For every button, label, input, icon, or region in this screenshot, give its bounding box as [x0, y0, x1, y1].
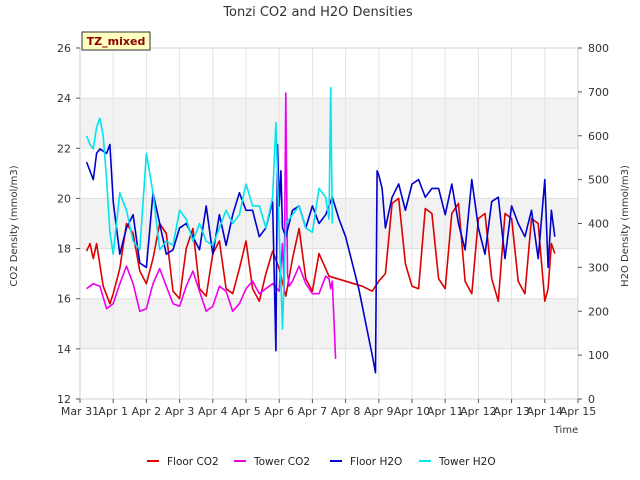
y-right-tick-label-3: 300	[588, 261, 609, 274]
y-right-tick-label-7: 700	[588, 86, 609, 99]
y-right-axis-label: H2O Density (mmol/m3)	[620, 165, 631, 287]
series-line-floor-co2	[85, 197, 556, 305]
x-tick-label-6: Apr 6	[264, 405, 294, 418]
y-right-tick-label-5: 500	[588, 174, 609, 187]
x-tick-label-5: Apr 5	[231, 405, 261, 418]
legend-item-tower-co2: Tower CO2	[234, 456, 310, 468]
y-left-tick-label-4: 20	[57, 192, 71, 205]
x-axis-label: Time	[553, 425, 578, 436]
band-2	[80, 98, 578, 149]
site-badge-box	[81, 31, 151, 51]
x-tick-label-1: Apr 1	[98, 405, 128, 418]
series-line-tower-co2	[86, 92, 337, 359]
series-line-floor-h2o	[85, 143, 556, 374]
site-badge: TZ_mixed	[81, 31, 151, 51]
x-tick-label-0: Mar 31	[61, 405, 99, 418]
legend-label: Tower H2O	[438, 456, 496, 468]
y-left-tick-label-7: 26	[57, 42, 71, 55]
x-tick-label-14: Apr 14	[527, 405, 564, 418]
legend-label: Floor CO2	[167, 456, 219, 468]
y-left-tick-label-3: 18	[57, 243, 71, 256]
y-left-axis-ticks: 12 14 16 18 20 22 24 26	[57, 42, 80, 406]
y-left-axis-label: CO2 Density (mmol/m3)	[9, 165, 20, 286]
x-tick-label-9: Apr 9	[364, 405, 394, 418]
y-right-tick-label-6: 600	[588, 130, 609, 143]
x-tick-label-8: Apr 8	[331, 405, 361, 418]
legend-label: Tower CO2	[253, 456, 310, 468]
y-right-tick-label-2: 200	[588, 305, 609, 318]
y-right-tick-label-4: 400	[588, 218, 609, 231]
x-tick-label-2: Apr 2	[132, 405, 162, 418]
legend-item-tower-h2o: Tower H2O	[419, 456, 496, 468]
y-left-tick-label-0: 12	[57, 393, 71, 406]
y-right-tick-label-8: 800	[588, 42, 609, 55]
series-line-tower-h2o	[85, 86, 334, 330]
chart-title: Tonzi CO2 and H2O Densities	[222, 5, 413, 20]
background-bands	[80, 98, 578, 349]
legend-label: Floor H2O	[350, 456, 402, 468]
x-tick-label-7: Apr 7	[298, 405, 328, 418]
x-tick-label-4: Apr 4	[198, 405, 228, 418]
x-tick-label-11: Apr 11	[427, 405, 464, 418]
band-0	[80, 298, 578, 349]
x-tick-label-12: Apr 12	[460, 405, 497, 418]
site-badge-text: TZ_mixed	[87, 35, 146, 48]
y-right-tick-label-0: 0	[588, 393, 595, 406]
y-right-axis-ticks: 0 100 200 300 400 500 600 700 800	[578, 42, 609, 406]
legend: Floor CO2 Tower CO2 Floor H2O Tower H2O	[147, 456, 496, 468]
y-right-tick-label-1: 100	[588, 349, 609, 362]
legend-item-floor-co2: Floor CO2	[147, 456, 219, 468]
y-left-tick-label-5: 22	[57, 142, 71, 155]
x-tick-label-13: Apr 13	[493, 405, 530, 418]
y-left-tick-label-2: 16	[57, 293, 71, 306]
series-layer	[85, 86, 556, 374]
x-tick-label-3: Apr 3	[165, 405, 195, 418]
y-left-tick-label-1: 14	[57, 343, 71, 356]
y-left-tick-label-6: 24	[57, 92, 71, 105]
legend-item-floor-h2o: Floor H2O	[330, 456, 402, 468]
x-axis-ticks: Mar 31 Apr 1 Apr 2 Apr 3 Apr 4 Apr 5 Apr 6 Apr …	[61, 399, 596, 418]
x-tick-label-10: Apr 10	[394, 405, 431, 418]
x-tick-label-15: Apr 15	[560, 405, 597, 418]
